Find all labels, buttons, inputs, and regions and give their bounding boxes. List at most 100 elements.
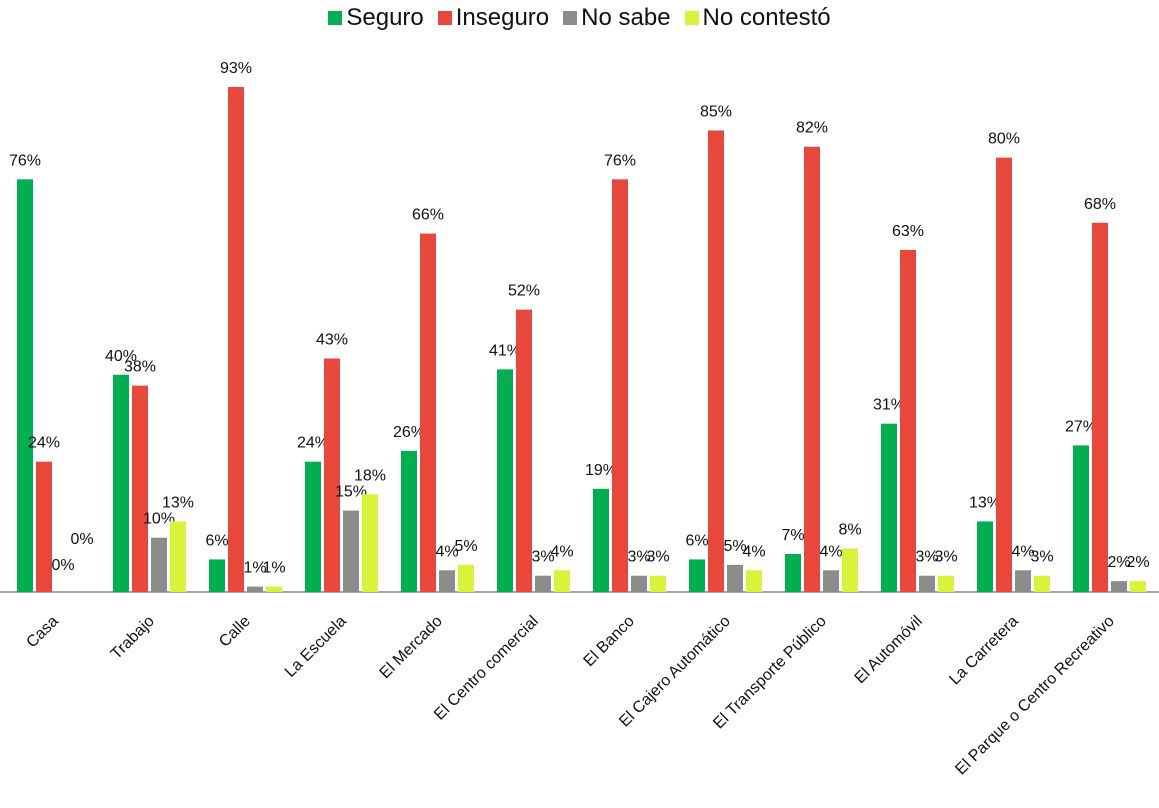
data-label: 68% [1084,196,1116,213]
data-label: 82% [796,120,828,137]
bar-no-contestó [554,570,570,592]
data-label: 4% [742,543,765,560]
data-label: 13% [969,494,1001,511]
legend-swatch [437,11,452,25]
data-label: 4% [1011,543,1034,560]
data-label: 3% [915,549,938,566]
data-label: 18% [354,467,386,484]
category-label: El Cajero Automático [616,613,734,731]
bar-seguro [305,461,321,592]
data-label: 3% [1030,549,1053,566]
data-label: 24% [28,435,60,452]
data-label: 3% [646,549,669,566]
bar-inseguro [1092,222,1108,592]
category-label: Casa [23,613,62,652]
category-label: Trabajo [108,613,158,663]
data-label: 63% [892,223,924,240]
bar-no-sabe [343,510,359,592]
legend: Seguro Inseguro No sabe No contestó [0,4,1159,32]
bar-seguro [785,553,801,592]
bar-no-sabe [439,570,455,592]
data-label: 5% [454,538,477,555]
bar-no-contestó [650,575,666,592]
category-label: Calle [216,613,254,651]
data-label: 15% [335,484,367,501]
legend-item-no-sabe: No sabe [563,4,671,32]
data-label: 0% [70,531,93,548]
bar-no-sabe [727,564,743,592]
data-label: 66% [412,207,444,224]
data-label: 4% [819,543,842,560]
category-label: El Banco [581,613,638,670]
bar-seguro [881,423,897,592]
bar-seguro [497,369,513,592]
data-label: 24% [297,435,329,452]
data-label: 3% [531,549,554,566]
data-label: 26% [393,424,425,441]
bar-seguro [401,450,417,592]
bar-inseguro [516,309,532,592]
legend-item-inseguro: Inseguro [437,4,550,32]
bar-no-sabe [535,575,551,592]
bar-seguro [209,559,225,592]
data-label: 31% [873,397,905,414]
data-label: 4% [435,543,458,560]
bar-no-contestó [1130,581,1146,592]
bar-inseguro [612,179,628,592]
category-label: La Escuela [282,613,350,681]
data-label: 3% [934,549,957,566]
data-label: 6% [205,532,228,549]
data-label: 76% [604,152,636,169]
legend-item-no-contestó: No contestó [684,4,831,32]
legend-swatch [684,11,699,25]
bar-no-sabe [823,570,839,592]
data-label: 1% [262,560,285,577]
data-label: 19% [585,462,617,479]
legend-swatch [328,11,343,25]
legend-label: No contestó [702,4,831,31]
data-label: 13% [162,494,194,511]
bar-seguro [1073,445,1089,592]
bar-no-contestó [458,564,474,592]
data-label: 76% [9,152,41,169]
bar-no-contestó [170,521,186,592]
bar-inseguro [228,87,244,592]
bar-no-contestó [266,586,282,592]
legend-label: Inseguro [455,4,550,31]
bar-no-sabe [919,575,935,592]
data-label: 0% [51,557,74,574]
data-label: 38% [124,359,156,376]
data-label: 4% [550,543,573,560]
bar-no-sabe [247,586,263,592]
data-label: 1% [243,560,266,577]
category-label: El Automóvil [852,613,926,687]
legend-label: Seguro [346,4,424,31]
bar-no-sabe [1015,570,1031,592]
bar-seguro [17,179,33,592]
data-label: 52% [508,283,540,300]
data-label: 41% [489,342,521,359]
legend-item-seguro: Seguro [328,4,424,32]
category-label: El Centro comercial [431,613,542,724]
data-label: 85% [700,103,732,120]
legend-swatch [563,11,578,25]
bar-inseguro [708,130,724,592]
bar-seguro [977,521,993,592]
bar-inseguro [804,146,820,593]
data-label: 8% [838,522,861,539]
category-label: El Parque o Centro Recreativo [952,613,1118,779]
data-label: 40% [105,348,137,365]
bar-inseguro [36,461,52,592]
legend-label: No sabe [581,4,671,31]
data-label: 6% [685,532,708,549]
data-label: 27% [1065,418,1097,435]
category-label: El Transporte Público [710,613,830,733]
bar-no-contestó [362,494,378,592]
category-label: La Carretera [946,613,1022,689]
data-label: 2% [1126,554,1149,571]
bar-no-contestó [938,575,954,592]
bar-inseguro [324,358,340,592]
data-label: 93% [220,60,252,77]
data-label: 43% [316,332,348,349]
